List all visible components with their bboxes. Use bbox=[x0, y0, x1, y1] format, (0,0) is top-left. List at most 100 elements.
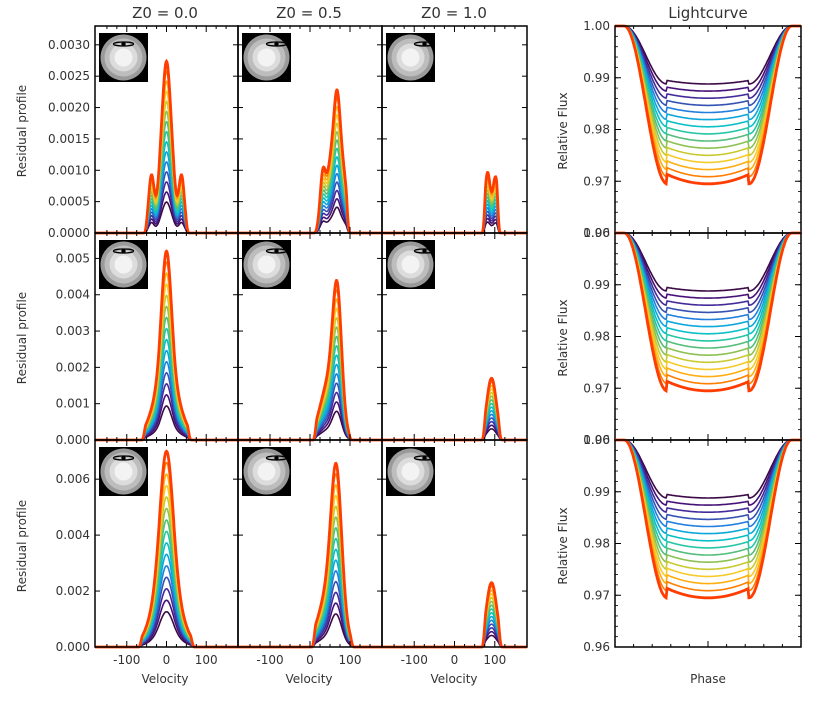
profile-curve bbox=[95, 181, 238, 234]
profile-panel-r1-c1: 0.0000 0.0005 0.0010 0.0015 0.0020 0.0025 0.00… bbox=[48, 25, 239, 240]
profile-panel-r1-c2 bbox=[237, 25, 383, 235]
lightcurve-line bbox=[615, 232, 801, 328]
profile-curve bbox=[238, 580, 382, 648]
profile-panel-r1-c3 bbox=[381, 25, 528, 235]
lightcurve-panel-1: 0.96 0.97 0.98 0.99 1.00 bbox=[583, 19, 802, 240]
x-tick-label: -100 bbox=[113, 653, 140, 667]
profile-curve bbox=[238, 307, 382, 441]
profile-curve bbox=[238, 382, 382, 441]
velocity-label-col3: Velocity bbox=[430, 672, 477, 686]
profile-curve bbox=[382, 381, 527, 441]
lightcurve-line bbox=[615, 439, 801, 499]
profile-curve bbox=[238, 473, 382, 648]
profile-curve bbox=[95, 519, 238, 648]
residual-profile-label-row3: Residual profile bbox=[15, 500, 29, 592]
relative-flux-label-row3: Relative Flux bbox=[556, 507, 570, 584]
profile-curve bbox=[382, 185, 527, 234]
profile-curve bbox=[95, 272, 238, 441]
lightcurve-line bbox=[615, 232, 801, 335]
profile-curve bbox=[382, 593, 527, 648]
phase-label: Phase bbox=[690, 672, 726, 686]
profile-curve bbox=[382, 384, 527, 441]
profile-curve bbox=[95, 338, 238, 441]
y-tick-label: 1.00 bbox=[583, 19, 610, 33]
profile-curve bbox=[382, 388, 527, 441]
planet-icon bbox=[121, 248, 126, 254]
y-tick-label: 0.0000 bbox=[48, 226, 90, 240]
x-tick-label: 100 bbox=[339, 653, 362, 667]
profile-curve bbox=[382, 189, 527, 234]
x-tick-label: -100 bbox=[401, 653, 428, 667]
profile-curve bbox=[238, 173, 382, 234]
column-titles: Z0 = 0.0 Z0 = 0.5 Z0 = 1.0 Lightcurve bbox=[132, 4, 748, 22]
planet-icon bbox=[274, 455, 279, 461]
profile-curve bbox=[382, 391, 527, 441]
y-tick-label: 0.0020 bbox=[48, 101, 90, 115]
column-title-z0-0: Z0 = 0.0 bbox=[132, 4, 198, 22]
lightcurve-line bbox=[615, 439, 801, 506]
lightcurve-line bbox=[615, 439, 801, 549]
lightcurve-line bbox=[615, 439, 801, 528]
profile-curve bbox=[238, 316, 382, 441]
residual-profile-label-row1: Residual profile bbox=[15, 85, 29, 177]
lightcurve-line bbox=[615, 439, 801, 542]
profile-curve bbox=[238, 288, 382, 441]
lightcurve-line bbox=[615, 25, 801, 135]
planet-icon bbox=[121, 41, 126, 47]
y-tick-label: 0.000 bbox=[56, 640, 90, 654]
profile-curve bbox=[95, 80, 238, 234]
y-tick-label: 0.99 bbox=[583, 278, 610, 292]
y-tick-label: 0.0025 bbox=[48, 69, 90, 83]
profile-curve bbox=[95, 58, 238, 235]
y-tick-label: 0.0030 bbox=[48, 38, 90, 52]
lightcurve-line bbox=[615, 24, 801, 187]
planet-icon bbox=[422, 455, 427, 461]
lightcurve-line bbox=[615, 232, 801, 314]
lightcurve-line bbox=[615, 231, 801, 394]
lightcurve-line bbox=[615, 232, 801, 307]
profile-curve bbox=[238, 298, 382, 441]
x-tick-label: -100 bbox=[256, 653, 283, 667]
profile-curve bbox=[382, 604, 527, 648]
column-title-z0-05: Z0 = 0.5 bbox=[276, 4, 342, 22]
y-tick-label: 0.001 bbox=[56, 397, 90, 411]
lightcurve-line bbox=[615, 232, 801, 321]
profile-curve bbox=[95, 587, 238, 648]
y-tick-label: 0.98 bbox=[583, 123, 610, 137]
profile-curve bbox=[238, 537, 382, 648]
relative-flux-label-row1: Relative Flux bbox=[556, 92, 570, 169]
stellar-disk-icon bbox=[114, 462, 133, 481]
x-tick-label: 0 bbox=[306, 653, 314, 667]
x-tick-label: 100 bbox=[195, 653, 218, 667]
lightcurve-line bbox=[615, 232, 801, 342]
profile-curve bbox=[238, 122, 382, 234]
lightcurve-line bbox=[615, 25, 801, 114]
y-tick-label: 1.00 bbox=[583, 433, 610, 447]
profile-curve bbox=[238, 570, 382, 648]
residual-profile-label-row2: Residual profile bbox=[15, 292, 29, 384]
lightcurve-line bbox=[615, 25, 801, 85]
profile-curve bbox=[382, 170, 527, 235]
profile-curve bbox=[238, 164, 382, 234]
profile-curve bbox=[382, 376, 527, 442]
profile-curve bbox=[238, 363, 382, 441]
panels: 0.00000.00050.00100.00150.00200.00250.00… bbox=[48, 19, 802, 667]
profile-curve bbox=[238, 559, 382, 648]
profile-curve bbox=[238, 335, 382, 441]
lightcurve-line bbox=[615, 25, 801, 100]
profile-curve bbox=[238, 189, 382, 234]
planet-icon bbox=[422, 41, 427, 47]
y-tick-label: 0.98 bbox=[583, 537, 610, 551]
planet-icon bbox=[121, 455, 126, 461]
lightcurve-line bbox=[615, 25, 801, 121]
profile-curve bbox=[238, 354, 382, 441]
profile-curve bbox=[238, 130, 382, 234]
profile-curve bbox=[238, 114, 382, 234]
planet-icon bbox=[274, 41, 279, 47]
lightcurve-panel-2: 0.96 0.97 0.98 0.99 1.00 bbox=[583, 226, 802, 447]
profile-panel-r3-c3: -100 0 100 bbox=[381, 439, 528, 667]
x-tick-label: 0 bbox=[451, 653, 459, 667]
flux-labels: Relative Flux Relative Flux Relative Flu… bbox=[556, 92, 726, 686]
profile-ylabels: Residual profile Residual profile Residu… bbox=[15, 85, 29, 592]
profile-panel-r2-c1: 0.000 0.001 0.002 0.003 0.004 0.005 bbox=[56, 232, 239, 447]
